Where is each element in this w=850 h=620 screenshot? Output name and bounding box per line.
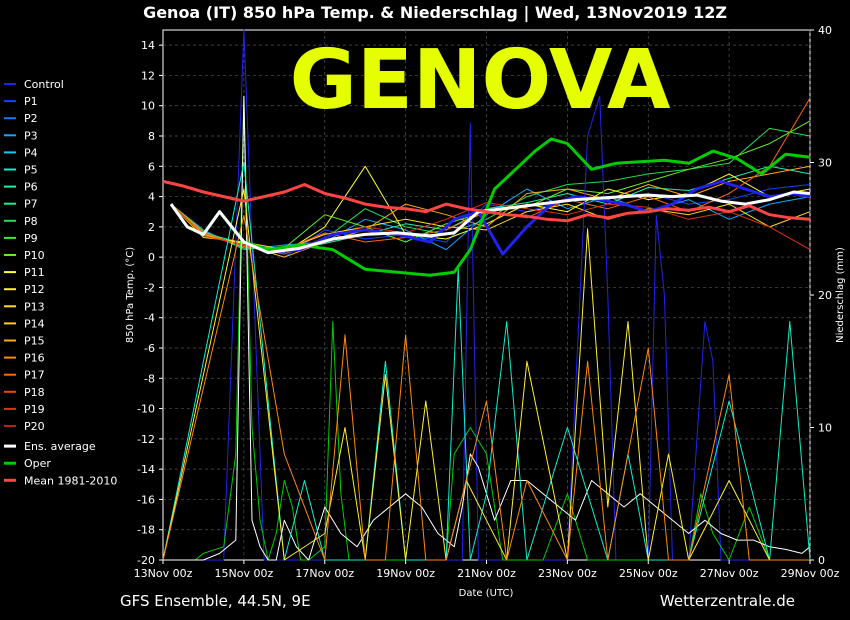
y-axis-label: 850 hPa Temp. (°C)	[125, 247, 136, 343]
legend-label: P17	[24, 369, 45, 382]
series-line-precip_p16	[162, 215, 810, 561]
y2-tick-label: 30	[818, 157, 832, 170]
legend-label: P7	[24, 198, 38, 211]
legend-label: P14	[24, 317, 45, 330]
series-line-precip_p12	[162, 188, 810, 561]
y2-tick-label: 20	[818, 289, 832, 302]
y-tick-label: -12	[137, 433, 155, 446]
y-tick-label: 14	[141, 39, 155, 52]
y2-axis-label: Niederschlag (mm)	[835, 247, 846, 343]
y-tick-label: 6	[148, 160, 155, 173]
y-tick-label: 0	[148, 251, 155, 264]
y2-axis-ticks: 40 30 20 10 0	[810, 24, 832, 567]
watermark: GENOVA	[290, 33, 671, 128]
footer-left: GFS Ensemble, 44.5N, 9E	[120, 592, 311, 610]
legend: Control P1 P2 P3 P4 P5 P6 P7 P8 P9 P10 P11 P12 P13 P14…	[4, 78, 117, 487]
legend-label: Mean 1981-2010	[24, 474, 117, 487]
footer-right: Wetterzentrale.de	[660, 592, 795, 610]
y-tick-label: -14	[137, 463, 155, 476]
x-tick-label: 29Nov 00z	[781, 567, 840, 580]
legend-label: P3	[24, 129, 38, 142]
legend-label: Control	[24, 78, 64, 91]
legend-label: P16	[24, 352, 45, 365]
legend-label: Ens. average	[24, 440, 96, 453]
y-axis-ticks: 14 12 10 8 6 4 2 0 -2 -4 -6 -8 -10 -12 -14 -16 -18 -20	[137, 39, 163, 567]
legend-label: P20	[24, 420, 45, 433]
y-tick-label: 8	[148, 130, 155, 143]
x-tick-label: 27Nov 00z	[700, 567, 759, 580]
series-group	[162, 29, 811, 561]
y-tick-label: 12	[141, 69, 155, 82]
y-tick-label: -8	[144, 372, 155, 385]
legend-label: P6	[24, 181, 38, 194]
y-tick-label: 10	[141, 100, 155, 113]
y-tick-label: 4	[148, 191, 155, 204]
y-tick-label: -20	[137, 554, 155, 567]
x-tick-label: 19Nov 00z	[376, 567, 435, 580]
legend-label: P10	[24, 249, 45, 262]
x-tick-label: 23Nov 00z	[538, 567, 597, 580]
legend-label: P11	[24, 266, 45, 279]
x-tick-label: 15Nov 00z	[215, 567, 274, 580]
x-tick-label: 25Nov 00z	[619, 567, 678, 580]
y-tick-label: -10	[137, 403, 155, 416]
x-tick-label: 17Nov 00z	[295, 567, 354, 580]
legend-label: P19	[24, 403, 45, 416]
x-tick-label: 13Nov 00z	[134, 567, 193, 580]
legend-label: P8	[24, 215, 38, 228]
y-tick-label: -16	[137, 493, 155, 506]
x-axis-ticks: 13Nov 00z 15Nov 00z 17Nov 00z 19Nov 00z 21No…	[134, 560, 840, 580]
legend-label: P12	[24, 283, 45, 296]
legend-label: Oper	[24, 457, 51, 470]
y-tick-label: -6	[144, 342, 155, 355]
x-axis-label: Date (UTC)	[459, 588, 514, 599]
legend-label: P15	[24, 335, 45, 348]
y2-tick-label: 40	[818, 24, 832, 37]
legend-label: P18	[24, 386, 45, 399]
legend-label: P1	[24, 95, 38, 108]
y-tick-label: -4	[144, 312, 155, 325]
legend-label: P4	[24, 146, 38, 159]
series-line-average	[169, 190, 811, 255]
y-tick-label: 2	[148, 221, 155, 234]
series-line-p13	[170, 203, 811, 251]
legend-label: P9	[24, 232, 38, 245]
chart-title: Genoa (IT) 850 hPa Temp. & Niederschlag …	[143, 3, 727, 23]
legend-label: P5	[24, 164, 38, 177]
x-tick-label: 21Nov 00z	[457, 567, 516, 580]
series-line-precip_p5	[162, 162, 811, 561]
y2-tick-label: 0	[818, 554, 825, 567]
y-tick-label: -2	[144, 281, 155, 294]
legend-label: P13	[24, 300, 45, 313]
y2-tick-label: 10	[818, 422, 832, 435]
y-tick-label: -18	[137, 524, 155, 537]
series-line-climate	[162, 179, 811, 223]
legend-label: P2	[24, 112, 38, 125]
series-line-precip_average	[163, 95, 811, 561]
